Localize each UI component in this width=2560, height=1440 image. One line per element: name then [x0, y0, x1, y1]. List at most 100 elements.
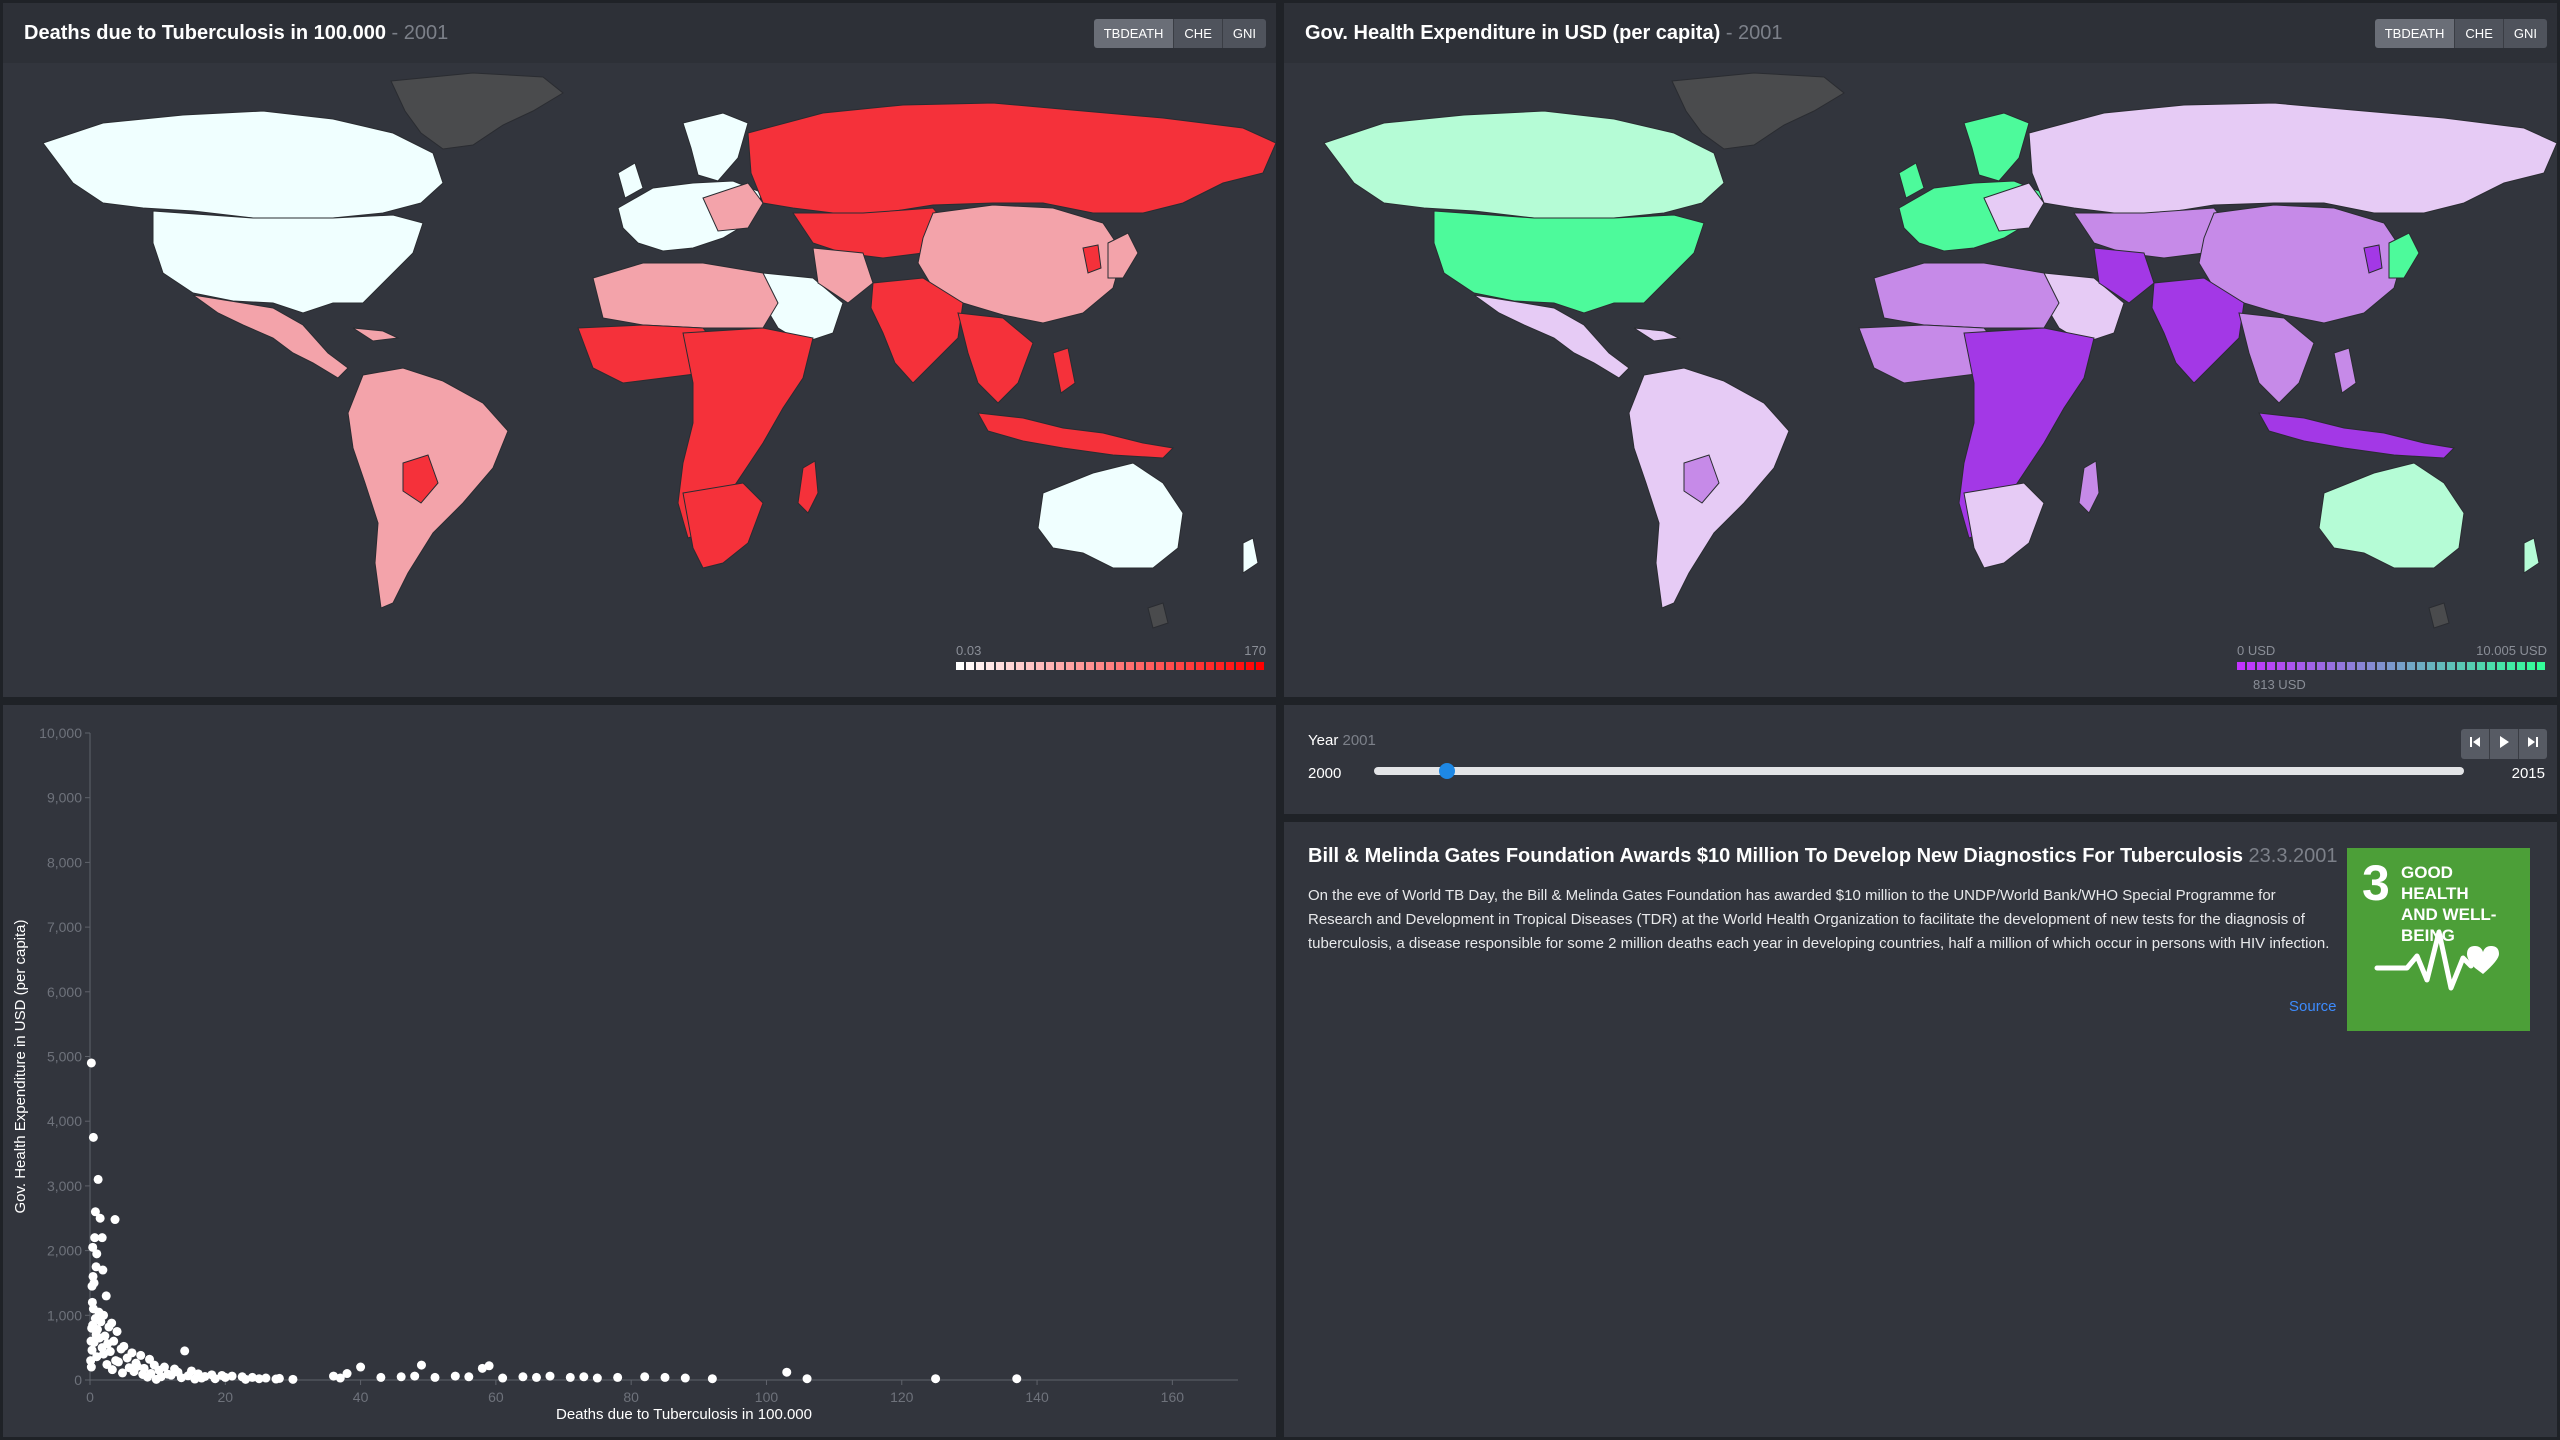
country-iran[interactable] — [2093, 247, 2155, 304]
scatter-point[interactable] — [107, 1365, 117, 1375]
country-usa[interactable] — [152, 210, 424, 314]
scatter-point[interactable] — [531, 1372, 541, 1382]
scatter-point[interactable] — [247, 1372, 257, 1382]
country-southern-africa[interactable] — [1963, 482, 2045, 569]
scatter-point[interactable] — [86, 1356, 96, 1366]
country-russia[interactable] — [2028, 102, 2557, 214]
country-indonesia[interactable] — [977, 412, 1175, 459]
country-europe-east[interactable] — [1983, 182, 2045, 232]
scatter-point[interactable] — [613, 1372, 623, 1382]
news-source-link[interactable]: Source — [2289, 998, 2337, 1015]
year-slider-track[interactable] — [1374, 763, 2464, 779]
scatter-point[interactable] — [92, 1249, 102, 1259]
scatter-point[interactable] — [220, 1372, 230, 1382]
country-canada[interactable] — [1323, 110, 1725, 219]
country-india[interactable] — [870, 277, 964, 384]
country-north-africa[interactable] — [592, 262, 779, 329]
scatter-point[interactable] — [136, 1350, 146, 1360]
scatter-point[interactable] — [660, 1372, 670, 1382]
scatter-point[interactable] — [477, 1363, 487, 1373]
scatter-point[interactable] — [88, 1132, 98, 1142]
country-bolivia[interactable] — [1683, 454, 1720, 504]
scatter-point[interactable] — [87, 1281, 97, 1291]
scatter-point[interactable] — [450, 1371, 460, 1381]
scatter-point[interactable] — [640, 1372, 650, 1382]
country-madagascar[interactable] — [2078, 460, 2100, 514]
scatter-point[interactable] — [288, 1374, 298, 1384]
scatter-point[interactable] — [91, 1262, 101, 1272]
scatter-point[interactable] — [498, 1373, 508, 1383]
country-india[interactable] — [2151, 277, 2245, 384]
scatter-point[interactable] — [190, 1374, 200, 1384]
scatter-point[interactable] — [261, 1373, 271, 1383]
scatter-point[interactable] — [93, 1174, 103, 1184]
scatter-point[interactable] — [99, 1349, 109, 1359]
che-button[interactable]: CHE — [2455, 19, 2504, 48]
scatter-point[interactable] — [410, 1371, 420, 1381]
scatter-point[interactable] — [176, 1373, 186, 1383]
scatter-points[interactable] — [86, 1058, 1022, 1384]
country-indonesia[interactable] — [2258, 412, 2456, 459]
gni-button[interactable]: GNI — [2503, 19, 2547, 48]
scatter-point[interactable] — [579, 1372, 589, 1382]
country-canada[interactable] — [42, 110, 444, 219]
country-new-zealand[interactable] — [1242, 537, 1259, 574]
scatter-point[interactable] — [241, 1374, 251, 1384]
scatter-point[interactable] — [143, 1372, 152, 1382]
gni-button[interactable]: GNI — [1222, 19, 1266, 48]
scatter-point[interactable] — [96, 1317, 106, 1327]
scatter-point[interactable] — [416, 1360, 426, 1370]
country-southern-africa[interactable] — [682, 482, 764, 569]
scatter-point[interactable] — [90, 1207, 100, 1217]
scatter-point[interactable] — [680, 1373, 690, 1383]
country-korea[interactable] — [2363, 244, 2383, 274]
scatter-point[interactable] — [180, 1346, 190, 1356]
country-japan[interactable] — [2388, 232, 2420, 279]
world-map[interactable] — [1284, 63, 2557, 697]
scatter-point[interactable] — [117, 1368, 127, 1378]
tbdeath-button[interactable]: TBDEATH — [1093, 19, 1175, 48]
scatter-point[interactable] — [1012, 1374, 1022, 1384]
country-philippines[interactable] — [1052, 347, 1076, 394]
country-north-africa[interactable] — [1873, 262, 2060, 329]
scatter-point[interactable] — [87, 1297, 97, 1307]
scatter-point[interactable] — [707, 1374, 717, 1384]
year-slider-thumb[interactable] — [1438, 763, 1455, 779]
scatter-point[interactable] — [329, 1371, 339, 1381]
scatter-point[interactable] — [113, 1357, 123, 1367]
scatter-point[interactable] — [87, 1345, 97, 1355]
scatter-point[interactable] — [151, 1374, 161, 1384]
scatter-point[interactable] — [97, 1233, 107, 1243]
scatter-point[interactable] — [116, 1344, 126, 1354]
scatter-point[interactable] — [376, 1372, 386, 1382]
scatter-point[interactable] — [484, 1361, 494, 1371]
country-southeast-asia[interactable] — [2238, 312, 2315, 404]
scatter-point[interactable] — [122, 1353, 132, 1363]
country-greenland[interactable] — [390, 72, 564, 150]
world-map[interactable] — [3, 63, 1276, 697]
scatter-point[interactable] — [464, 1372, 474, 1382]
scatter-point[interactable] — [95, 1213, 105, 1223]
tbdeath-button[interactable]: TBDEATH — [2374, 19, 2456, 48]
scatter-point[interactable] — [98, 1265, 108, 1275]
country-madagascar[interactable] — [797, 460, 819, 514]
che-button[interactable]: CHE — [1174, 19, 1223, 48]
scatter-point[interactable] — [396, 1372, 406, 1382]
scatter-point[interactable] — [335, 1373, 345, 1383]
scatter-point[interactable] — [129, 1367, 139, 1377]
scatter-point[interactable] — [592, 1373, 602, 1383]
scatter-point[interactable] — [166, 1370, 176, 1380]
scatter-point[interactable] — [88, 1242, 98, 1252]
country-korea[interactable] — [1082, 244, 1102, 274]
scatter-point[interactable] — [931, 1374, 941, 1384]
skip-forward-button[interactable] — [2519, 729, 2547, 759]
scatter-point[interactable] — [86, 1058, 96, 1068]
scatter-point[interactable] — [86, 1362, 96, 1372]
scatter-point[interactable] — [88, 1271, 98, 1281]
scatter-point[interactable] — [105, 1347, 115, 1357]
country-scandinavia[interactable] — [1963, 112, 2030, 182]
scatter-point[interactable] — [356, 1362, 366, 1372]
scatter-point[interactable] — [210, 1374, 220, 1384]
country-southeast-asia[interactable] — [957, 312, 1034, 404]
scatter-point[interactable] — [227, 1371, 237, 1381]
